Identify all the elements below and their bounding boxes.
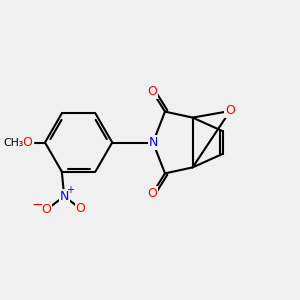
Text: −: − (32, 198, 43, 212)
Text: O: O (76, 202, 85, 215)
Text: N: N (59, 190, 69, 203)
Text: +: + (67, 185, 74, 195)
Text: O: O (41, 203, 51, 217)
Text: O: O (148, 187, 157, 200)
Text: O: O (148, 85, 157, 98)
Text: O: O (225, 104, 235, 118)
Text: N: N (148, 136, 158, 149)
Text: CH₃: CH₃ (3, 137, 24, 148)
Text: O: O (23, 136, 32, 149)
